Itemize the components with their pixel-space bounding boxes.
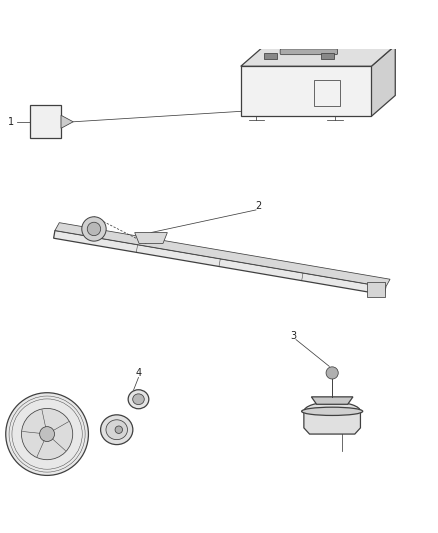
Polygon shape: [321, 53, 334, 59]
Text: 3: 3: [290, 331, 296, 341]
Ellipse shape: [128, 390, 149, 409]
Polygon shape: [241, 45, 395, 66]
Polygon shape: [55, 223, 390, 287]
Circle shape: [87, 222, 101, 236]
Ellipse shape: [133, 394, 144, 405]
Circle shape: [21, 408, 73, 459]
Polygon shape: [264, 53, 277, 59]
Polygon shape: [371, 45, 395, 116]
Ellipse shape: [106, 420, 127, 440]
Ellipse shape: [302, 407, 363, 415]
Polygon shape: [367, 282, 385, 297]
Ellipse shape: [304, 402, 360, 421]
Polygon shape: [53, 230, 386, 295]
Polygon shape: [30, 106, 61, 138]
Circle shape: [40, 426, 54, 441]
Text: 1: 1: [8, 117, 14, 127]
Polygon shape: [61, 115, 73, 128]
Circle shape: [6, 393, 88, 475]
Polygon shape: [135, 232, 167, 244]
Text: 4: 4: [135, 368, 141, 378]
Circle shape: [115, 426, 123, 433]
Polygon shape: [311, 397, 353, 405]
Text: 2: 2: [255, 200, 261, 211]
Polygon shape: [241, 66, 371, 116]
FancyBboxPatch shape: [280, 49, 338, 55]
Ellipse shape: [101, 415, 133, 445]
Circle shape: [82, 217, 106, 241]
Polygon shape: [304, 411, 360, 434]
Circle shape: [326, 367, 338, 379]
